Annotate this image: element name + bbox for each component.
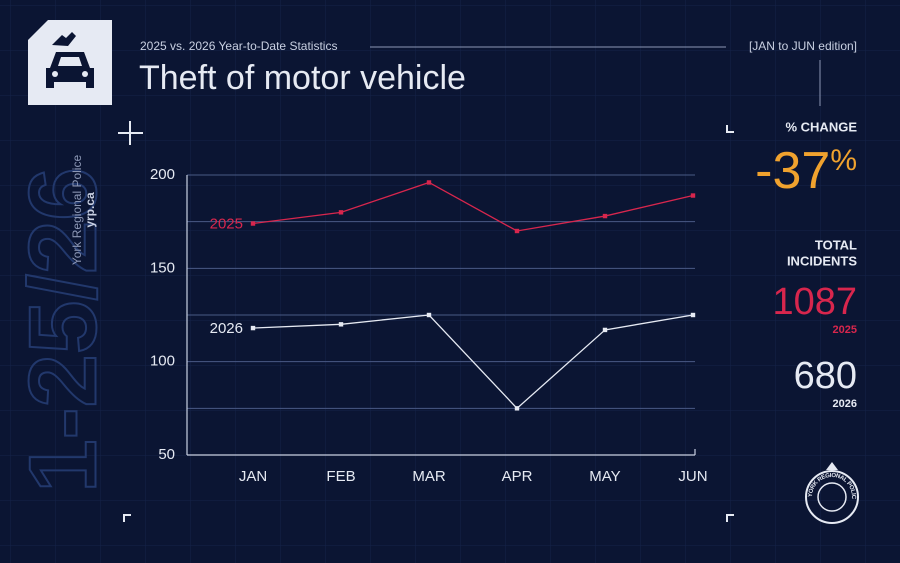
point xyxy=(690,193,696,198)
x-tick-label: JAN xyxy=(239,468,267,485)
x-tick-label: FEB xyxy=(326,468,355,485)
percent-change-label: % CHANGE xyxy=(785,119,857,134)
totals-label: TOTAL xyxy=(815,237,857,252)
organization: York Regional Police xyxy=(70,155,84,266)
total-year: 2025 xyxy=(833,324,857,336)
x-tick-label: MAY xyxy=(589,468,620,485)
point xyxy=(690,312,696,318)
point xyxy=(514,406,520,411)
y-tick-label: 100 xyxy=(150,353,175,370)
point xyxy=(250,221,256,226)
y-tick-label: 150 xyxy=(150,259,175,276)
y-tick-label: 200 xyxy=(150,166,175,183)
point xyxy=(338,322,344,327)
y-tick-label: 50 xyxy=(158,446,175,463)
totals-label: INCIDENTS xyxy=(787,253,857,268)
percent-change-value: -37 xyxy=(755,142,830,200)
series-label: 2026 xyxy=(210,320,243,337)
x-tick-label: MAR xyxy=(412,468,446,485)
series-label: 2025 xyxy=(210,216,243,233)
car-icon xyxy=(28,20,112,105)
website: yrp.ca xyxy=(83,192,97,228)
point xyxy=(426,180,432,185)
point xyxy=(338,210,344,215)
point xyxy=(514,228,520,234)
total-incidents: 1087 xyxy=(772,281,857,323)
percent-change: -37% xyxy=(755,142,857,200)
subtitle: 2025 vs. 2026 Year-to-Date Statistics xyxy=(140,39,337,53)
x-tick-label: APR xyxy=(502,468,533,485)
corner-marks xyxy=(118,121,734,522)
watermark: 1-25/26 xyxy=(9,167,116,493)
title: Theft of motor vehicle xyxy=(139,59,466,97)
point xyxy=(602,213,608,219)
series-line xyxy=(252,314,694,410)
total-incidents: 680 xyxy=(794,355,857,397)
point xyxy=(250,325,256,331)
edition: [JAN to JUN edition] xyxy=(749,39,857,53)
series-line xyxy=(252,181,694,232)
percent-sign: % xyxy=(830,144,857,177)
total-year: 2026 xyxy=(833,398,857,410)
x-tick-label: JUN xyxy=(678,468,707,485)
point xyxy=(426,312,432,318)
point xyxy=(602,327,608,333)
